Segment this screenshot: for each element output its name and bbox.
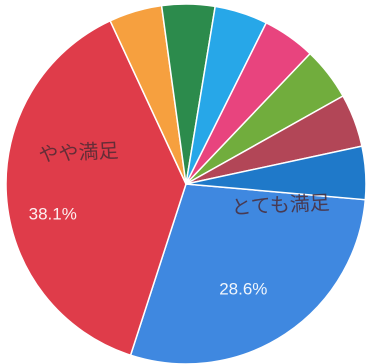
slice-annotation-1: とても満足	[231, 190, 331, 219]
slice-value-label-1: 28.6%	[219, 280, 267, 299]
pie-labels: 28.6% とても満足 38.1% やや満足	[29, 138, 331, 298]
slice-annotation-2: やや満足	[38, 138, 119, 166]
slice-value-label-2: 38.1%	[29, 204, 77, 223]
pie-slice-9	[185, 145, 367, 201]
pie-slice-2	[5, 19, 187, 357]
pie-slice-1	[129, 183, 367, 364]
pie-slices	[5, 3, 367, 364]
